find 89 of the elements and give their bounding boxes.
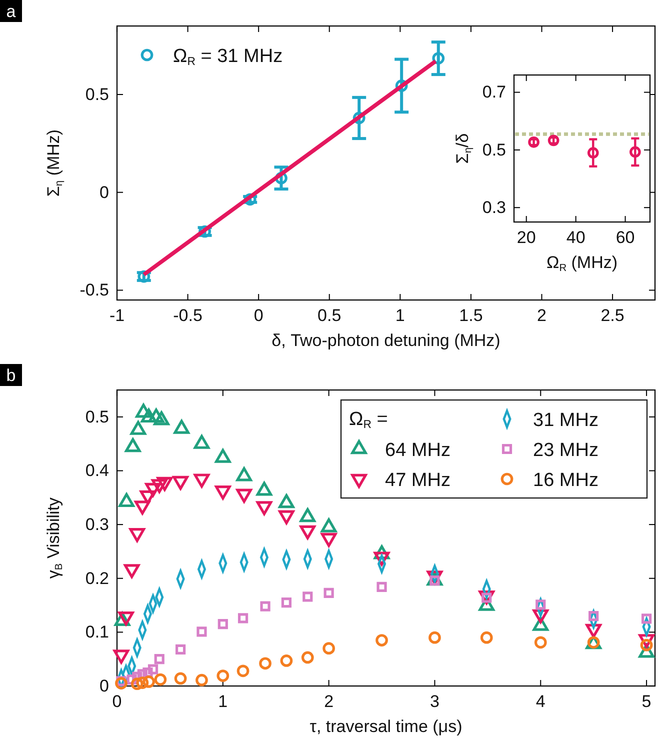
point bbox=[324, 588, 334, 598]
x-tick-label: 1 bbox=[395, 306, 405, 326]
point bbox=[428, 631, 441, 644]
point bbox=[260, 601, 270, 612]
x-tick-label: 2 bbox=[537, 306, 546, 326]
point bbox=[196, 674, 208, 686]
point bbox=[154, 411, 170, 426]
point bbox=[174, 420, 190, 434]
point bbox=[142, 676, 155, 688]
y-tick-label: 0.1 bbox=[85, 622, 109, 642]
point bbox=[216, 670, 230, 682]
point bbox=[236, 664, 250, 678]
legend-label: 64 MHz bbox=[385, 440, 450, 461]
point bbox=[376, 634, 388, 646]
legend-label: 47 MHz bbox=[385, 470, 450, 491]
point bbox=[629, 146, 641, 158]
point bbox=[278, 494, 294, 508]
y-tick-label: 0.5 bbox=[85, 407, 109, 426]
y-tick-label: 0.2 bbox=[85, 568, 109, 588]
y-tick-label: 0.7 bbox=[482, 82, 506, 102]
point bbox=[281, 598, 292, 608]
legend-label: 16 MHz bbox=[533, 470, 598, 491]
point bbox=[256, 482, 272, 496]
x-tick-label: 2.5 bbox=[600, 306, 624, 326]
x-tick-label: 1 bbox=[218, 692, 228, 712]
point bbox=[125, 438, 141, 452]
point bbox=[174, 672, 187, 685]
x-tick-label: 5 bbox=[642, 692, 652, 712]
point bbox=[236, 467, 252, 482]
x-tick-label: 0 bbox=[112, 692, 122, 712]
point bbox=[376, 582, 387, 592]
point bbox=[302, 592, 313, 602]
point bbox=[480, 631, 493, 644]
text: a bbox=[6, 2, 16, 21]
legend-title: Ω$_{R}$ = bbox=[349, 409, 388, 432]
point bbox=[148, 664, 158, 674]
point bbox=[536, 600, 546, 610]
point bbox=[130, 678, 144, 690]
x-tick-label: 4 bbox=[536, 692, 546, 712]
point bbox=[140, 408, 157, 423]
point bbox=[280, 654, 293, 667]
point bbox=[136, 404, 152, 418]
x-tick-label: -1 bbox=[109, 306, 125, 326]
y-tick-label: 0.5 bbox=[85, 84, 109, 104]
x-tick-label: 20 bbox=[516, 228, 536, 248]
x-tick-label: 40 bbox=[566, 228, 586, 248]
x-axis-title: δ, Two-photon detuning (MHz) bbox=[272, 331, 500, 350]
point bbox=[300, 508, 316, 522]
point bbox=[301, 651, 314, 664]
y-tick-label: 0 bbox=[100, 676, 109, 696]
point bbox=[320, 518, 337, 532]
point bbox=[194, 434, 210, 449]
point bbox=[588, 610, 599, 622]
y-tick-label: 0.4 bbox=[85, 461, 109, 480]
y-tick-label: 0.3 bbox=[482, 198, 506, 218]
legend-label: 23 MHz bbox=[533, 440, 598, 461]
x-tick-label: 3 bbox=[430, 692, 440, 712]
point bbox=[641, 614, 652, 624]
point bbox=[587, 147, 599, 158]
y-tick-label: -0.5 bbox=[80, 280, 109, 300]
point bbox=[115, 677, 128, 690]
point bbox=[154, 673, 167, 686]
x-tick-label: -0.5 bbox=[173, 306, 202, 326]
legend-label: 31 MHz bbox=[533, 410, 598, 431]
point bbox=[136, 676, 149, 689]
point bbox=[175, 644, 186, 654]
x-tick-label: 60 bbox=[616, 228, 635, 248]
y-tick-label: 0.5 bbox=[482, 140, 506, 160]
point bbox=[259, 657, 272, 670]
point bbox=[238, 613, 248, 624]
legend-label: Ω$_{R}$ = 31 MHz bbox=[173, 46, 283, 68]
point bbox=[130, 420, 146, 435]
point bbox=[534, 636, 547, 649]
x-axis-title: τ, traversal time (μs) bbox=[310, 717, 462, 736]
point bbox=[322, 642, 335, 655]
point bbox=[218, 619, 228, 630]
x-tick-label: 2 bbox=[324, 692, 334, 712]
x-tick-label: 1.5 bbox=[459, 306, 483, 326]
y-tick-label: 0.3 bbox=[85, 514, 109, 534]
point bbox=[154, 654, 164, 664]
point bbox=[196, 626, 207, 637]
point bbox=[215, 448, 231, 463]
text: b bbox=[6, 366, 16, 385]
x-tick-label: 0 bbox=[254, 306, 264, 326]
point bbox=[148, 408, 164, 423]
point bbox=[118, 493, 134, 508]
y-tick-label: 0 bbox=[100, 182, 109, 202]
x-tick-label: 0.5 bbox=[318, 306, 342, 326]
x-axis-title: Ω$_{R}$ (MHz) bbox=[546, 253, 618, 274]
